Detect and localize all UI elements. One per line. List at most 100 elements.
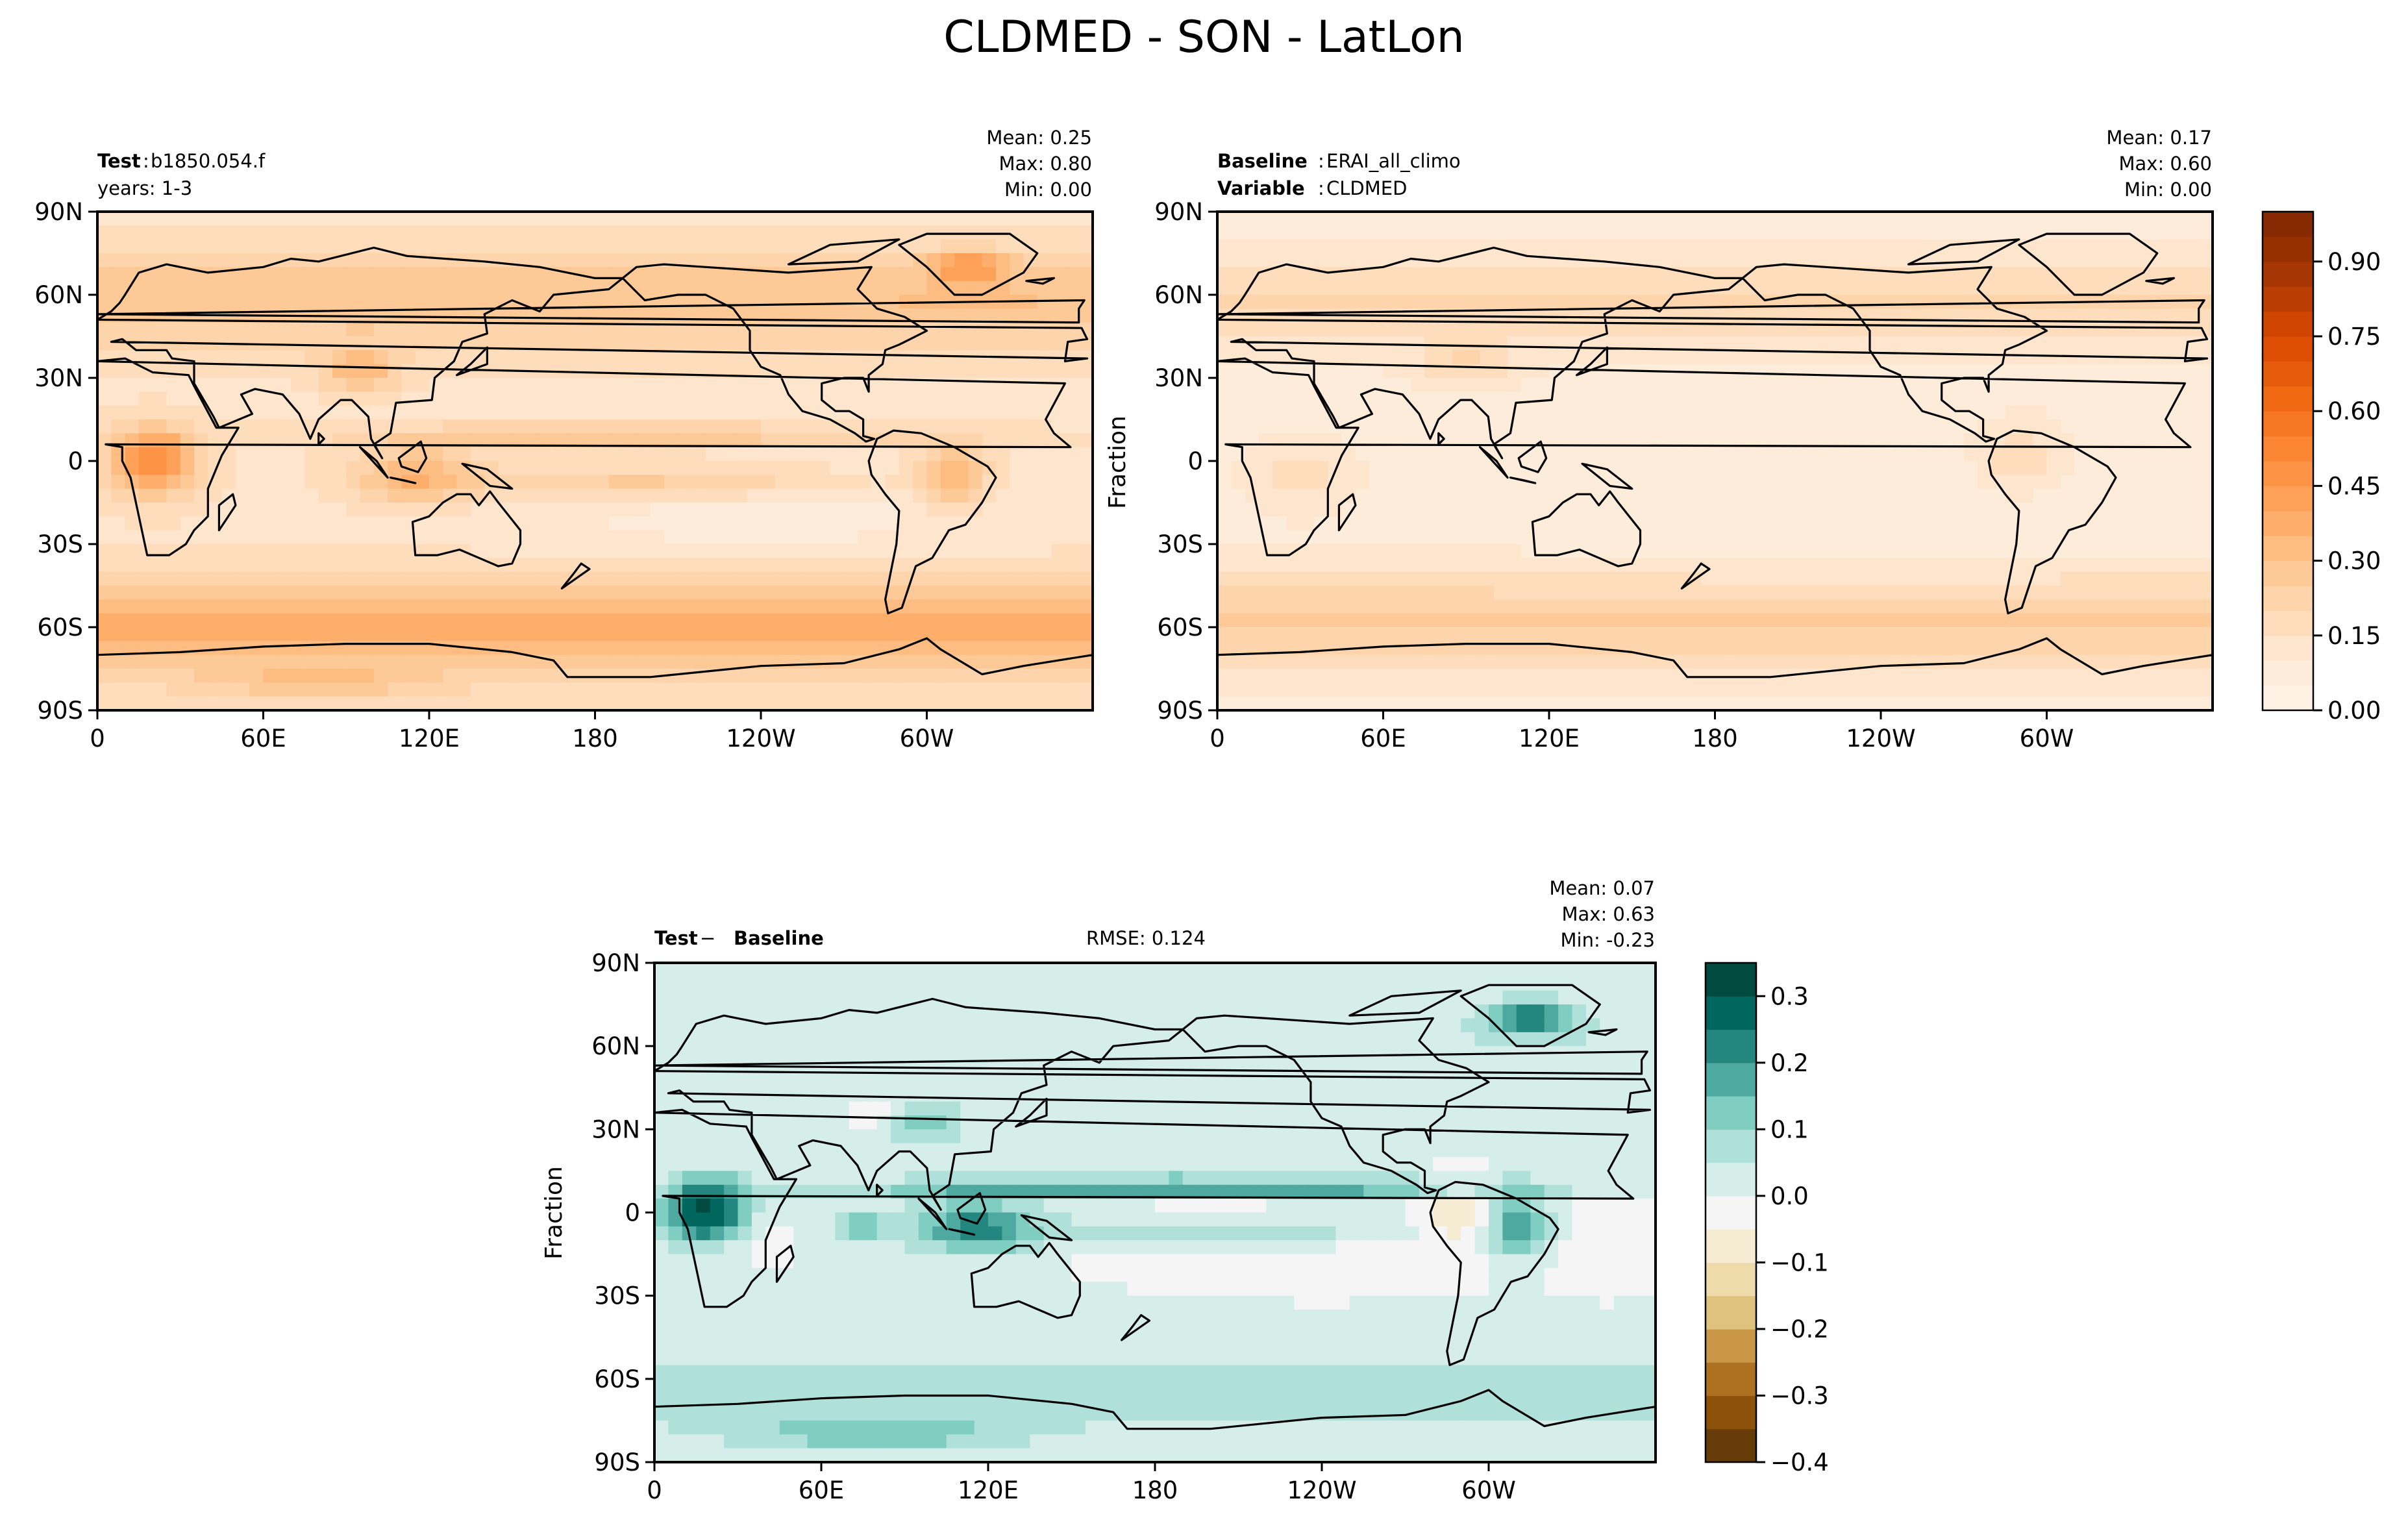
base-field-cell bbox=[1922, 516, 1937, 531]
test-field-cell bbox=[125, 378, 140, 392]
base-field-cell bbox=[1811, 267, 1826, 282]
base-field-cell bbox=[2074, 253, 2089, 267]
base-field-cell bbox=[2033, 461, 2048, 475]
panel-test: Test b1850.054.f : years: 1-3 Mean: 0.25… bbox=[34, 127, 1094, 752]
test-field-cell bbox=[291, 461, 305, 475]
test-field-cell bbox=[429, 696, 443, 710]
test-field-cell bbox=[1037, 364, 1052, 379]
base-field-cell bbox=[1480, 350, 1495, 365]
base-field-cell bbox=[2116, 503, 2130, 517]
test-field-cell bbox=[208, 641, 223, 656]
test-field-cell bbox=[401, 336, 416, 351]
base-field-cell bbox=[1286, 654, 1301, 669]
base-field-cell bbox=[1508, 322, 1522, 337]
test-field-cell bbox=[843, 627, 858, 641]
baseline-label-value: ERAI_all_climo bbox=[1326, 150, 1461, 172]
test-field-cell bbox=[996, 530, 1010, 545]
base-field-cell bbox=[1217, 516, 1232, 531]
test-field-cell bbox=[208, 669, 223, 683]
test-field-cell bbox=[332, 350, 347, 365]
test-field-cell bbox=[788, 350, 803, 365]
base-field-cell bbox=[1328, 350, 1343, 365]
test-field-cell bbox=[691, 378, 706, 392]
test-field-cell bbox=[595, 654, 610, 669]
test-field-cell bbox=[719, 516, 734, 531]
base-field-cell bbox=[2060, 308, 2075, 323]
test-field-cell bbox=[388, 654, 402, 669]
test-field-cell bbox=[1065, 641, 1080, 656]
base-field-cell bbox=[1231, 461, 1246, 475]
base-field-cell bbox=[1991, 364, 2006, 379]
base-field-cell bbox=[2185, 613, 2200, 628]
test-field-cell bbox=[1051, 571, 1065, 586]
test-field-cell bbox=[125, 599, 140, 614]
test-field-cell bbox=[97, 447, 112, 462]
base-field-cell bbox=[1825, 253, 1840, 267]
base-field-cell bbox=[1383, 516, 1398, 531]
base-field-cell bbox=[1314, 364, 1328, 379]
base-field-cell bbox=[1839, 461, 1854, 475]
test-field-cell bbox=[623, 392, 637, 406]
test-field-cell bbox=[775, 599, 789, 614]
test-field-cell bbox=[996, 336, 1010, 351]
base-field-cell bbox=[1286, 447, 1301, 462]
base-field-cell bbox=[1632, 308, 1646, 323]
base-field-cell bbox=[2116, 558, 2130, 573]
test-field-cell bbox=[153, 571, 168, 586]
base-field-cell bbox=[1743, 336, 1757, 351]
test-field-cell bbox=[650, 225, 665, 240]
base-field-cell bbox=[1396, 419, 1411, 434]
test-field-cell bbox=[775, 669, 789, 683]
test-field-cell bbox=[249, 544, 264, 558]
base-field-cell bbox=[1908, 378, 1923, 392]
base-field-cell bbox=[1217, 613, 1232, 628]
test-field-cell bbox=[180, 280, 195, 295]
base-field-cell bbox=[1272, 225, 1287, 240]
test-field-cell bbox=[885, 516, 900, 531]
base-field-cell bbox=[1452, 212, 1467, 226]
base-field-cell bbox=[1894, 419, 1909, 434]
test-field-cell bbox=[968, 488, 983, 503]
test-field-cell bbox=[111, 378, 126, 392]
test-field-cell bbox=[650, 212, 665, 226]
test-field-cell bbox=[858, 503, 872, 517]
base-field-cell bbox=[1825, 225, 1840, 240]
test-field-cell bbox=[208, 530, 223, 545]
test-field-cell bbox=[1065, 308, 1080, 323]
test-field-cell bbox=[1078, 280, 1093, 295]
base-field-cell bbox=[1535, 225, 1550, 240]
test-field-cell bbox=[567, 461, 582, 475]
test-field-cell bbox=[180, 641, 195, 656]
test-field-cell bbox=[443, 267, 458, 282]
base-field-cell bbox=[1839, 239, 1854, 254]
test-field-cell bbox=[194, 627, 208, 641]
test-field-cell bbox=[318, 280, 333, 295]
base-field-cell bbox=[2198, 503, 2213, 517]
base-field-cell bbox=[1798, 308, 1813, 323]
base-field-cell bbox=[2102, 212, 2116, 226]
test-field-cell bbox=[719, 212, 734, 226]
test-stat-mean: Mean: 0.25 bbox=[986, 127, 1092, 149]
base-field-cell bbox=[1424, 364, 1439, 379]
test-field-cell bbox=[623, 488, 637, 503]
test-field-cell bbox=[263, 503, 278, 517]
base-field-cell bbox=[1784, 280, 1798, 295]
base-field-cell bbox=[1632, 239, 1646, 254]
test-field-cell bbox=[719, 475, 734, 490]
test-field-cell bbox=[498, 212, 513, 226]
test-field-cell bbox=[608, 641, 623, 656]
base-field-cell bbox=[1245, 364, 1260, 379]
test-field-cell bbox=[678, 544, 693, 558]
test-field-cell bbox=[221, 253, 236, 267]
base-field-cell bbox=[1355, 586, 1370, 600]
test-field-cell bbox=[526, 267, 540, 282]
base-field-cell bbox=[1424, 516, 1439, 531]
test-field-cell bbox=[1010, 419, 1024, 434]
base-field-cell bbox=[1756, 253, 1771, 267]
base-field-cell bbox=[2129, 544, 2144, 558]
base-field-cell bbox=[1438, 322, 1453, 337]
test-field-cell bbox=[761, 654, 775, 669]
base-field-cell bbox=[2102, 571, 2116, 586]
base-field-cell bbox=[1245, 516, 1260, 531]
base-field-cell bbox=[2171, 212, 2185, 226]
